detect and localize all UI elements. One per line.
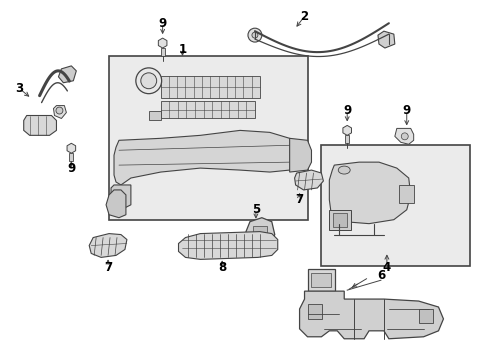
Bar [311, 273, 331, 287]
Polygon shape [394, 129, 413, 144]
Text: 7: 7 [295, 193, 303, 206]
Polygon shape [114, 130, 299, 185]
Polygon shape [377, 31, 394, 48]
Bar [345, 135, 348, 143]
Polygon shape [328, 162, 410, 224]
Bar [109, 56, 307, 220]
Circle shape [251, 32, 257, 38]
Bar [148, 111, 161, 121]
Text: 9: 9 [158, 17, 166, 30]
Polygon shape [289, 138, 311, 172]
Bar [161, 48, 164, 56]
Bar [418, 309, 432, 323]
Text: 6: 6 [376, 269, 384, 282]
Polygon shape [59, 66, 76, 83]
Text: 9: 9 [67, 162, 75, 175]
Circle shape [136, 68, 162, 94]
Polygon shape [106, 190, 126, 218]
Polygon shape [245, 218, 274, 251]
Bar [161, 100, 254, 118]
Text: 9: 9 [402, 104, 410, 117]
Text: 7: 7 [104, 261, 112, 274]
Bar [252, 226, 266, 243]
Bar [333, 213, 346, 227]
Polygon shape [53, 105, 66, 118]
Ellipse shape [338, 166, 349, 174]
Polygon shape [299, 291, 443, 339]
Polygon shape [24, 116, 56, 135]
Polygon shape [158, 38, 166, 48]
Polygon shape [178, 231, 277, 260]
Polygon shape [111, 185, 131, 210]
Text: 3: 3 [16, 82, 24, 95]
Text: 1: 1 [178, 42, 186, 55]
Circle shape [141, 73, 156, 89]
Bar [398, 185, 413, 203]
Bar [321, 145, 469, 266]
Polygon shape [294, 170, 323, 190]
Polygon shape [342, 125, 351, 135]
Bar [307, 304, 322, 319]
Circle shape [247, 28, 262, 42]
Text: 4: 4 [382, 261, 390, 274]
Bar [69, 153, 73, 161]
Bar [161, 76, 259, 98]
Text: 5: 5 [251, 203, 260, 216]
Text: 8: 8 [218, 261, 226, 274]
Bar [307, 269, 335, 291]
Text: 9: 9 [343, 104, 350, 117]
Text: 2: 2 [300, 10, 308, 23]
Circle shape [401, 133, 407, 140]
Polygon shape [89, 234, 127, 257]
Polygon shape [67, 143, 76, 153]
Circle shape [56, 107, 63, 114]
Bar [328, 210, 350, 230]
